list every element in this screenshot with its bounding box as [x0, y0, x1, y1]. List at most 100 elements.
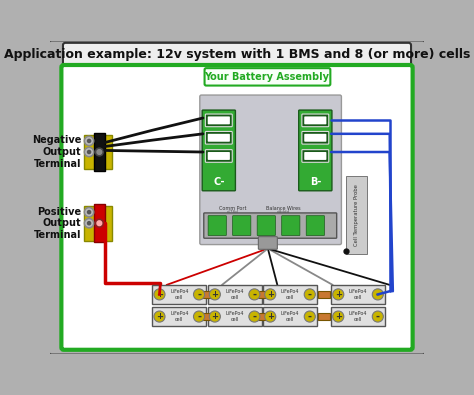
Text: LiFePo4
cell: LiFePo4 cell [170, 289, 189, 300]
Circle shape [304, 311, 315, 322]
FancyBboxPatch shape [282, 216, 300, 235]
Circle shape [97, 221, 102, 226]
Bar [152, 307, 206, 326]
Text: +: + [156, 312, 163, 321]
FancyBboxPatch shape [257, 216, 275, 235]
Bar [152, 285, 206, 304]
Circle shape [210, 289, 220, 300]
FancyBboxPatch shape [258, 237, 277, 249]
FancyBboxPatch shape [83, 135, 112, 169]
Text: +: + [267, 312, 273, 321]
FancyBboxPatch shape [302, 150, 329, 162]
FancyBboxPatch shape [200, 95, 341, 245]
Text: d.78d: d.78d [227, 210, 239, 214]
FancyBboxPatch shape [208, 134, 230, 142]
FancyBboxPatch shape [205, 68, 330, 86]
FancyBboxPatch shape [205, 132, 232, 144]
FancyBboxPatch shape [204, 213, 337, 238]
Bar [263, 285, 317, 304]
Circle shape [304, 289, 315, 300]
Text: LiFePo4
cell: LiFePo4 cell [281, 311, 299, 322]
Circle shape [372, 311, 383, 322]
Bar [331, 285, 385, 304]
Circle shape [154, 311, 165, 322]
Circle shape [264, 289, 276, 300]
Text: LiFePo4
cell: LiFePo4 cell [170, 311, 189, 322]
Text: Balance Wires: Balance Wires [265, 207, 300, 211]
Circle shape [333, 311, 344, 322]
Text: +: + [335, 312, 342, 321]
Text: -: - [308, 312, 312, 322]
FancyBboxPatch shape [208, 152, 230, 160]
Text: +: + [156, 290, 163, 299]
Circle shape [84, 147, 94, 157]
Bar [208, 307, 262, 326]
FancyBboxPatch shape [306, 216, 324, 235]
FancyBboxPatch shape [208, 216, 226, 235]
Bar [319, 313, 329, 320]
FancyBboxPatch shape [302, 132, 329, 144]
FancyBboxPatch shape [304, 117, 327, 124]
Text: -: - [308, 290, 312, 299]
FancyBboxPatch shape [63, 43, 411, 67]
Circle shape [97, 150, 102, 154]
Text: ddddd: ddddd [276, 210, 290, 214]
Circle shape [95, 219, 103, 227]
Circle shape [84, 218, 94, 228]
Circle shape [88, 139, 91, 143]
FancyBboxPatch shape [302, 114, 329, 127]
Bar [94, 133, 105, 171]
FancyBboxPatch shape [299, 110, 332, 191]
Bar [208, 285, 262, 304]
Text: Your Battery Assembly: Your Battery Assembly [205, 72, 329, 82]
Circle shape [84, 207, 94, 217]
Bar [263, 307, 317, 326]
Bar [201, 313, 212, 320]
Text: -: - [252, 290, 256, 299]
Text: LiFePo4
cell: LiFePo4 cell [281, 289, 299, 300]
FancyBboxPatch shape [83, 206, 112, 241]
Circle shape [372, 289, 383, 300]
Circle shape [86, 220, 92, 226]
Circle shape [95, 148, 103, 156]
Text: -: - [197, 290, 201, 299]
Text: B-: B- [310, 177, 321, 187]
Bar [331, 307, 385, 326]
Circle shape [210, 311, 220, 322]
Bar [257, 291, 268, 297]
Bar [257, 313, 268, 320]
Circle shape [154, 289, 165, 300]
Bar [201, 291, 212, 297]
FancyBboxPatch shape [61, 65, 413, 350]
FancyBboxPatch shape [304, 134, 327, 142]
Circle shape [88, 150, 91, 154]
FancyBboxPatch shape [49, 40, 425, 355]
FancyBboxPatch shape [202, 110, 236, 191]
Circle shape [86, 138, 92, 144]
Text: +: + [211, 312, 219, 321]
Circle shape [86, 209, 92, 215]
Text: -: - [376, 312, 380, 322]
Text: Positive
Output
Terminal: Positive Output Terminal [34, 207, 81, 240]
Circle shape [84, 136, 94, 146]
Text: -: - [197, 312, 201, 322]
Text: Application example: 12v system with 1 BMS and 8 (or more) cells: Application example: 12v system with 1 B… [4, 48, 470, 61]
Text: +: + [211, 290, 219, 299]
Text: LiFePo4
cell: LiFePo4 cell [225, 311, 244, 322]
Circle shape [249, 311, 260, 322]
FancyBboxPatch shape [233, 216, 251, 235]
Text: -: - [252, 312, 256, 322]
Text: +: + [335, 290, 342, 299]
Text: Negative
Output
Terminal: Negative Output Terminal [32, 135, 81, 169]
Text: C-: C- [213, 177, 225, 187]
Bar [94, 204, 105, 242]
Bar [319, 291, 329, 297]
FancyBboxPatch shape [205, 114, 232, 127]
Text: -: - [376, 290, 380, 299]
Circle shape [88, 211, 91, 214]
FancyBboxPatch shape [208, 117, 230, 124]
Circle shape [264, 311, 276, 322]
Text: LiFePo4
cell: LiFePo4 cell [349, 311, 367, 322]
Text: LiFePo4
cell: LiFePo4 cell [225, 289, 244, 300]
Text: Comm Port: Comm Port [219, 207, 247, 211]
